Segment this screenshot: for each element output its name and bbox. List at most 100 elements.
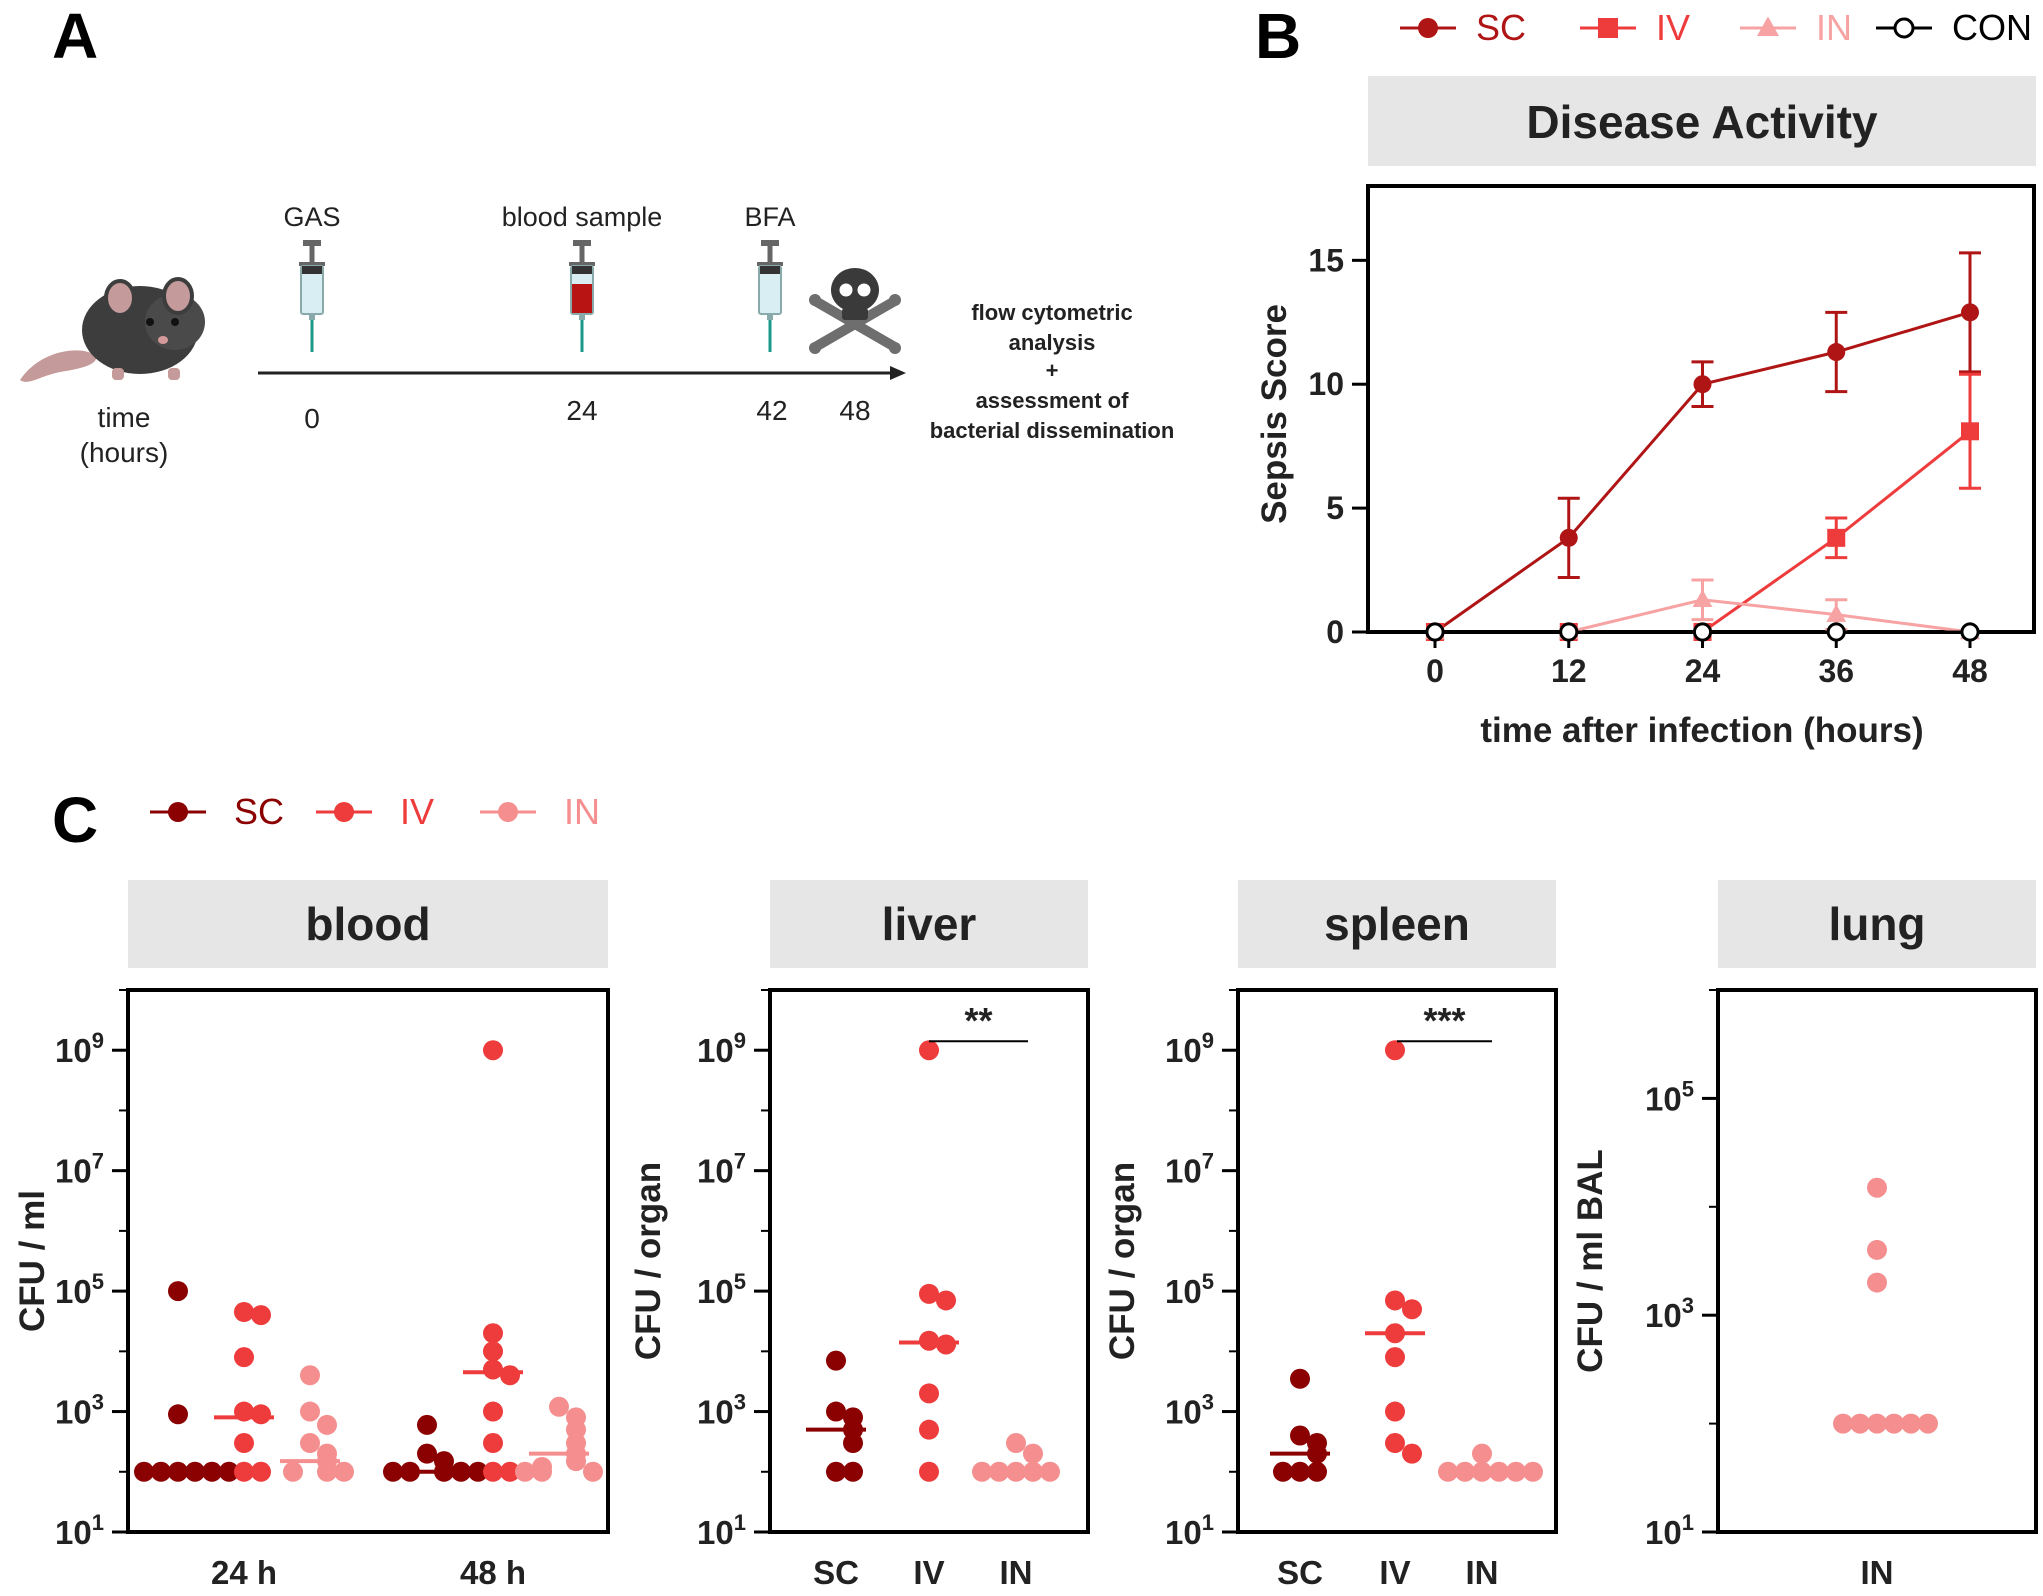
data-point xyxy=(1867,1239,1887,1260)
y-tick-label: 105 xyxy=(697,1269,746,1310)
data-point xyxy=(1827,343,1846,362)
data-point xyxy=(234,1301,254,1322)
data-point xyxy=(317,1461,337,1482)
data-point xyxy=(1273,1461,1293,1482)
chart-lung: 101 103 105 IN CFU / ml BAL xyxy=(1571,988,2038,1591)
y-tick-label: 105 xyxy=(55,1269,104,1310)
x-tick-label: IV xyxy=(913,1554,944,1591)
data-point xyxy=(234,1461,254,1482)
y-tick-label: 101 xyxy=(1165,1510,1214,1551)
y-tick-label: 10 xyxy=(1308,366,1344,402)
data-point xyxy=(168,1404,188,1425)
legend-label: IN xyxy=(1816,7,1852,48)
title-strip-disease-activity xyxy=(1368,76,2036,166)
y-tick-exponent: 3 xyxy=(1682,1293,1694,1318)
y-tick-exponent: 3 xyxy=(734,1390,746,1415)
y-tick-label: 109 xyxy=(1165,1028,1214,1069)
data-point xyxy=(168,1281,188,1302)
data-point xyxy=(483,1323,503,1344)
data-point xyxy=(1559,622,1579,642)
data-point xyxy=(1472,1443,1492,1464)
data-point xyxy=(317,1414,337,1435)
panel-letter-a: A xyxy=(52,0,98,72)
legend-c: SC IV IN xyxy=(150,791,600,832)
outcome-line: flow cytometric xyxy=(971,300,1132,325)
x-tick-label: SC xyxy=(813,1554,859,1591)
data-point xyxy=(919,1040,939,1061)
data-point xyxy=(383,1461,403,1482)
data-point xyxy=(417,1414,437,1435)
y-tick-exponent: 9 xyxy=(1202,1028,1214,1053)
data-point xyxy=(300,1433,320,1454)
outcome-line: analysis xyxy=(1009,330,1096,355)
x-tick-label: 0 xyxy=(1426,653,1444,689)
x-tick-label: IN xyxy=(1861,1554,1894,1591)
title-strip-blood xyxy=(128,880,608,968)
x-axis-label: time after infection (hours) xyxy=(1480,711,1923,750)
y-tick-label: 103 xyxy=(697,1390,746,1431)
y-tick-label: 5 xyxy=(1326,490,1344,526)
x-tick-label: 24 h xyxy=(211,1554,277,1591)
chart-title-disease-activity: Disease Activity xyxy=(1526,96,1878,148)
x-tick-label: 24 xyxy=(1685,653,1721,689)
data-point xyxy=(283,1461,303,1482)
syringe-icon xyxy=(757,240,783,352)
data-point xyxy=(1867,1272,1887,1293)
data-point xyxy=(483,1341,503,1362)
data-point xyxy=(972,1461,992,1482)
legend-label: IN xyxy=(564,791,600,832)
data-point xyxy=(1290,1461,1310,1482)
data-point xyxy=(919,1383,939,1404)
data-point xyxy=(1833,1413,1853,1434)
event-time-48: 48 xyxy=(839,395,870,426)
data-point xyxy=(843,1461,863,1482)
x-tick-label: SC xyxy=(1277,1554,1323,1591)
data-point xyxy=(826,1461,846,1482)
data-point xyxy=(549,1396,569,1417)
data-point xyxy=(1385,1401,1405,1422)
y-tick-label: 101 xyxy=(697,1510,746,1551)
x-tick-label: 12 xyxy=(1551,653,1587,689)
data-point xyxy=(1290,1368,1310,1389)
y-tick-exponent: 1 xyxy=(1682,1510,1694,1535)
y-tick-exponent: 7 xyxy=(92,1149,104,1174)
legend-marker xyxy=(1418,18,1438,38)
timeline-axis-label: time xyxy=(98,402,151,433)
chart-liver: 101 103 105 107 109 SC IV IN CFU / organ ** xyxy=(629,988,1090,1591)
y-tick-exponent: 5 xyxy=(1202,1269,1214,1294)
data-point xyxy=(1307,1461,1327,1482)
chart-spleen: 101 103 105 107 109 SC IV IN CFU / organ *** xyxy=(1103,988,1558,1591)
y-tick-label: 101 xyxy=(55,1510,104,1551)
legend-label: CON xyxy=(1952,7,2032,48)
y-tick-exponent: 1 xyxy=(1202,1510,1214,1535)
event-name-blood-sample: blood sample xyxy=(502,202,663,232)
legend-marker xyxy=(168,802,188,822)
chart-title-blood: blood xyxy=(305,898,430,950)
data-point xyxy=(1385,1040,1405,1061)
data-point xyxy=(300,1401,320,1422)
data-point xyxy=(500,1365,520,1386)
y-tick-label: 103 xyxy=(55,1390,104,1431)
y-tick-exponent: 5 xyxy=(1682,1076,1694,1101)
data-point xyxy=(1385,1290,1405,1311)
data-point xyxy=(202,1461,222,1482)
data-point xyxy=(919,1283,939,1304)
plot-frame xyxy=(1236,988,1558,1534)
panel-letter-c: C xyxy=(52,784,98,856)
data-point xyxy=(1040,1461,1060,1482)
y-tick-exponent: 3 xyxy=(1202,1390,1214,1415)
x-tick-label: IN xyxy=(1000,1554,1033,1591)
title-strip-spleen xyxy=(1238,880,1556,968)
chart-title-liver: liver xyxy=(882,898,977,950)
chart-title-spleen: spleen xyxy=(1324,898,1470,950)
data-point xyxy=(483,1040,503,1061)
y-tick-label: 105 xyxy=(1165,1269,1214,1310)
legend-marker xyxy=(1598,18,1618,38)
data-point xyxy=(1692,622,1713,642)
data-point xyxy=(1425,622,1445,642)
data-point xyxy=(1506,1461,1526,1482)
x-tick-label: IN xyxy=(1466,1554,1499,1591)
data-point xyxy=(919,1461,939,1482)
y-axis-label: CFU / organ xyxy=(1103,1162,1142,1360)
